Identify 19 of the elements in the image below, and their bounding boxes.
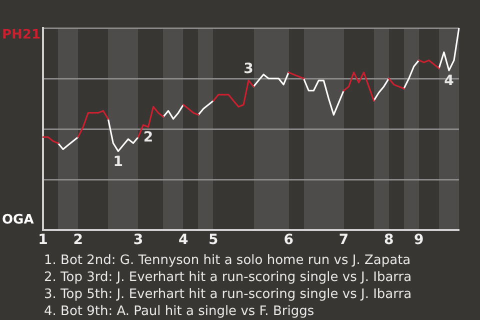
annotation: 3 [244, 61, 254, 78]
x-tick-label: 7 [338, 232, 349, 248]
x-tick-label: 6 [284, 232, 294, 248]
annotation: 2 [143, 130, 154, 146]
annotation: 1 [113, 154, 124, 170]
text: PH21 [2, 27, 40, 42]
text: OGA [2, 212, 34, 228]
x-tick-label: 4 [178, 232, 188, 248]
x-tick-label: 1 [38, 232, 48, 248]
x-tick-label: 5 [208, 232, 218, 248]
x-tick-label: 2 [73, 232, 83, 248]
x-tick-label: 3 [133, 232, 144, 248]
annotation: 4 [444, 73, 454, 90]
text: 4. Bot 9th: A. Paul hit a single vs F. Briggs [44, 303, 316, 320]
text: 1. Bot 2nd: G. Tennyson hit a solo home run vs J. Zapata [44, 252, 412, 269]
text: 2. Top 3rd: J. Everhart hit a run-scoring single vs J. Ibarra [44, 269, 412, 286]
x-tick-label: 9 [414, 232, 424, 248]
text: 3. Top 5th: J. Everhart hit a run-scoring single vs J. Ibarra [44, 286, 412, 303]
x-tick-label: 8 [384, 232, 394, 248]
